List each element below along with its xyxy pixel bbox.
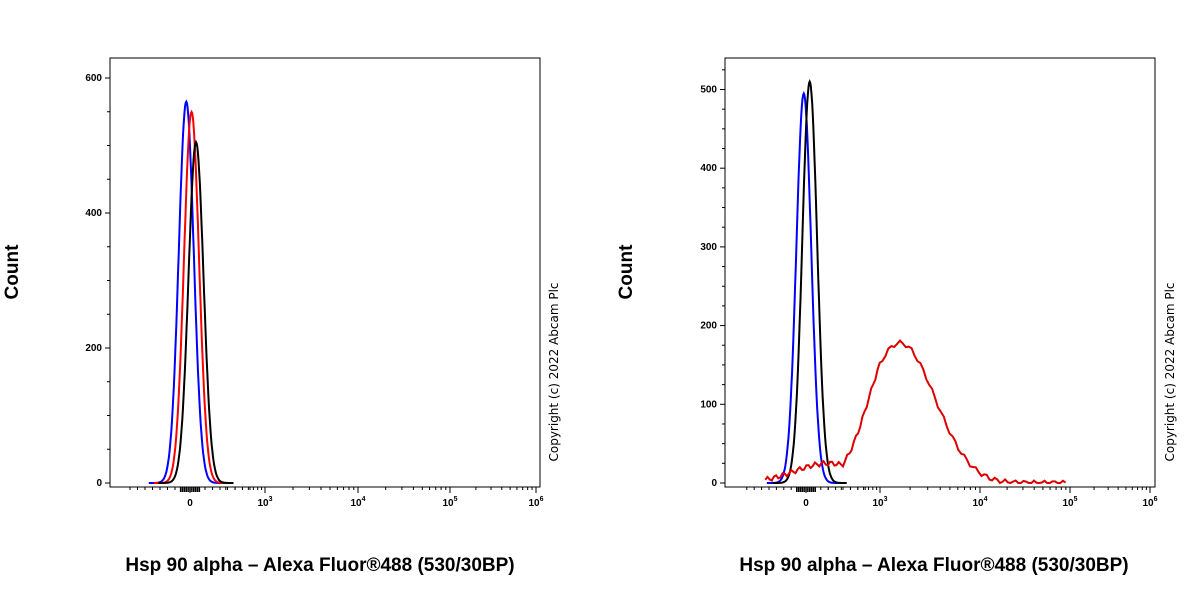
x-tick-label: 103 xyxy=(257,496,272,509)
x-tick-label: 103 xyxy=(872,496,887,509)
x-tick-label: 0 xyxy=(803,498,809,509)
histogram-series-1 xyxy=(772,79,847,484)
y-tick-label: 100 xyxy=(700,399,717,410)
histogram-panel-left: Count Hsp 90 alpha – Alexa Fluor®488 (53… xyxy=(2,57,561,576)
x-tick-label: 0 xyxy=(187,498,193,509)
y-axis-label: Count xyxy=(2,244,23,300)
x-tick-label: 106 xyxy=(528,496,543,509)
y-tick-label: 300 xyxy=(700,242,717,253)
x-axis-label: Hsp 90 alpha – Alexa Fluor®488 (530/30BP… xyxy=(125,555,514,576)
x-tick-label: 104 xyxy=(350,496,365,509)
y-axis-label: Count xyxy=(616,244,637,300)
histogram-series-0 xyxy=(766,90,841,484)
x-tick-label: 105 xyxy=(442,496,457,509)
y-tick-label: 500 xyxy=(700,84,717,95)
histogram-panel-right: Count Hsp 90 alpha – Alexa Fluor®488 (53… xyxy=(616,57,1177,576)
x-axis-label: Hsp 90 alpha – Alexa Fluor®488 (530/30BP… xyxy=(739,555,1128,576)
histogram-series-1 xyxy=(154,109,229,484)
plot-frame xyxy=(109,57,541,488)
histogram-series-0 xyxy=(148,99,224,484)
histogram-series-2 xyxy=(158,139,234,484)
y-tick-label: 400 xyxy=(700,163,717,174)
copyright-text: Copyright (c) 2022 Abcam Plc xyxy=(1163,282,1177,461)
x-tick-label: 104 xyxy=(972,496,987,509)
y-tick-label: 400 xyxy=(85,208,102,219)
y-tick-label: 200 xyxy=(700,321,717,332)
y-tick-label: 600 xyxy=(85,73,102,84)
histogram-series-2 xyxy=(764,339,1067,485)
y-tick-label: 0 xyxy=(711,478,717,489)
x-tick-label: 105 xyxy=(1062,496,1077,509)
copyright-text: Copyright (c) 2022 Abcam Plc xyxy=(547,282,561,461)
y-tick-label: 0 xyxy=(96,478,102,489)
x-tick-label: 106 xyxy=(1142,496,1157,509)
y-tick-label: 200 xyxy=(85,343,102,354)
